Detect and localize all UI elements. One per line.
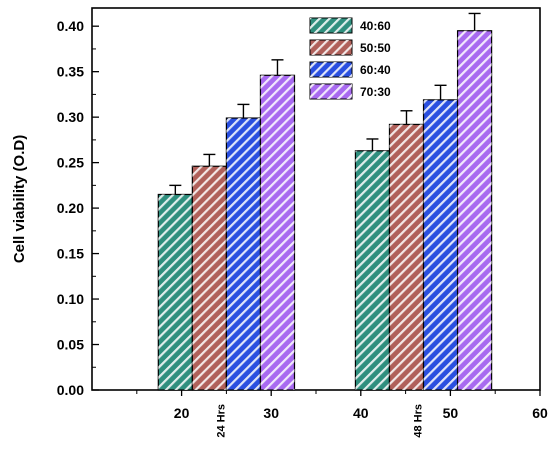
x-tick-label: 20 [174,405,190,421]
bars-layer [157,12,493,391]
x-tick-label: 60 [532,405,548,421]
x-group-label: 48 Hrs [413,404,425,438]
bar-hatch [389,124,424,391]
bar-hatch [423,99,458,390]
legend-label: 70:30 [360,85,391,99]
axes-layer: 24 Hrs 48 Hrs 0.00 0.05 0.10 0.15 0.20 0.25 0.30… [57,18,548,437]
y-tick-label: 0.30 [57,109,84,125]
x-tick-label: 50 [443,405,459,421]
y-tick-label: 0.05 [57,337,84,353]
legend-swatch-hatch [310,84,352,99]
bar-hatch [226,118,261,391]
legend-swatch-hatch [310,62,352,77]
legend-label: 50:50 [360,41,391,55]
y-tick-label: 0.10 [57,291,84,307]
y-tick-label: 0.20 [57,200,84,216]
legend-label: 40:60 [360,19,391,33]
y-tick-label: 0.00 [57,382,84,398]
legend: 40:60 50:50 60:40 70:30 [309,17,391,100]
y-tick-label: 0.35 [57,64,84,80]
bar-hatch [355,150,390,390]
y-tick-label: 0.25 [57,155,84,171]
x-tick-label: 40 [353,405,369,421]
bar-hatch [457,30,492,390]
legend-label: 60:40 [360,63,391,77]
y-tick-label: 0.40 [57,18,84,34]
legend-swatch-hatch [310,18,352,33]
bar-hatch [260,75,295,391]
bar-hatch [192,166,227,390]
y-tick-label: 0.15 [57,246,84,262]
x-tick-label: 30 [263,405,279,421]
bar-hatch [158,194,193,390]
legend-swatch-hatch [310,40,352,55]
y-axis-title: Cell viability (O.D) [11,135,28,263]
x-group-label: 24 Hrs [215,404,227,438]
